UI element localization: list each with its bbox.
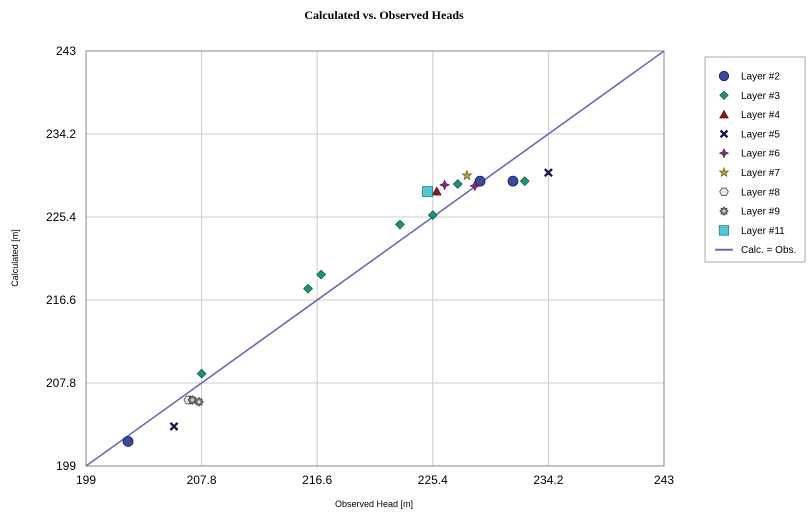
data-point [169, 421, 179, 431]
legend-entry-label: Calc. = Obs. [741, 245, 796, 256]
legend-marker [719, 187, 729, 196]
data-point [438, 179, 451, 191]
legend-marker [719, 129, 729, 139]
x-axis-ticks: 199 207.8 216.6 225.4 234.2 243 [76, 473, 674, 487]
x-tick-label: 216.6 [302, 473, 332, 487]
data-point [422, 186, 433, 197]
y-tick-label: 225.4 [46, 210, 76, 224]
legend: Layer #2 Layer #3 Layer #4 Layer #5 Layer #6… [704, 56, 806, 263]
data-point [469, 180, 481, 192]
data-points [122, 168, 553, 447]
legend-entry-label: Layer #2 [741, 72, 780, 83]
legend-entry-label: Layer #11 [741, 226, 785, 237]
legend-marker [718, 225, 730, 236]
y-tick-label: 243 [56, 44, 76, 58]
data-point [395, 219, 405, 230]
x-tick-label: 199 [76, 473, 96, 487]
legend-entry-label: Layer #5 [741, 129, 780, 140]
data-point [519, 176, 530, 187]
y-tick-label: 234.2 [46, 127, 76, 141]
calc-equals-obs-line [85, 50, 665, 467]
legend-marker [719, 109, 729, 119]
data-point [461, 169, 473, 181]
data-point [193, 396, 204, 407]
data-point [452, 179, 463, 189]
data-point [427, 210, 438, 221]
legend-marker [719, 206, 729, 216]
legend-marker [718, 147, 730, 159]
legend-entry-label: Layer #4 [741, 110, 780, 121]
legend-entry-label: Layer #3 [741, 91, 780, 102]
legend-marker [718, 70, 730, 82]
x-tick-label: 225.4 [418, 473, 448, 487]
legend-marker [719, 90, 729, 100]
data-point [507, 175, 519, 187]
x-tick-label: 243 [654, 473, 674, 487]
data-point [316, 269, 327, 280]
data-point [543, 168, 553, 178]
x-axis-label: Observed Head [m] [335, 499, 413, 509]
x-tick-label: 234.2 [533, 473, 563, 487]
y-axis-label: Calculated [m] [10, 229, 20, 287]
plot-area [85, 50, 665, 467]
chart-title: Calculated vs. Observed Heads [304, 8, 464, 22]
legend-entry-label: Layer #6 [741, 149, 780, 160]
data-point [431, 186, 442, 196]
y-tick-label: 207.8 [46, 376, 76, 390]
legend-entry-label: Layer #8 [741, 187, 780, 198]
legend-entry-label: Layer #7 [741, 168, 780, 179]
legend-entry-label: Layer #9 [741, 207, 780, 218]
x-tick-label: 207.8 [187, 473, 217, 487]
y-axis-ticks: 199 207.8 216.6 225.4 234.2 243 [46, 44, 76, 473]
data-point [122, 436, 134, 447]
y-tick-label: 199 [56, 459, 76, 473]
y-tick-label: 216.6 [46, 293, 76, 307]
legend-marker [718, 166, 730, 178]
data-point [196, 368, 207, 379]
data-point [303, 283, 313, 294]
